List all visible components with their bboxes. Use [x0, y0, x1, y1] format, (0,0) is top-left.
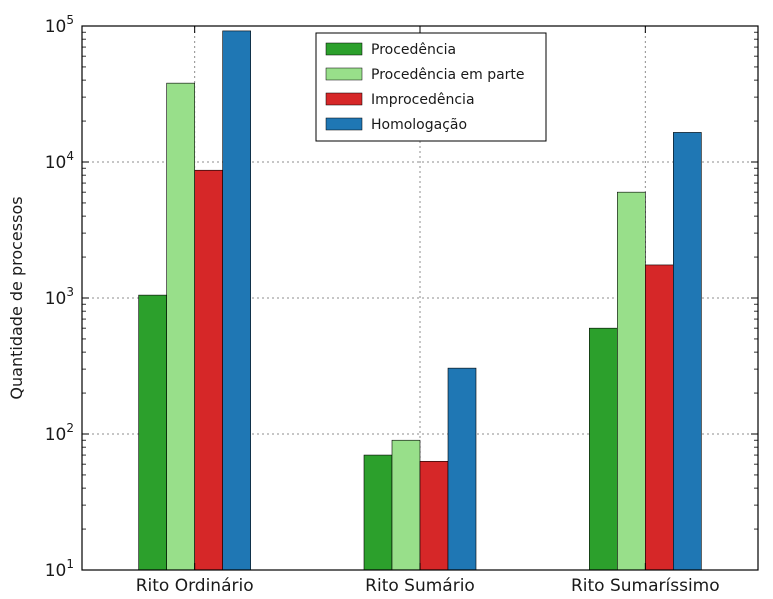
legend-swatch	[325, 42, 363, 56]
bar	[166, 82, 195, 571]
legend-swatch	[325, 92, 363, 106]
y-axis-label: Quantidade de processos	[7, 196, 26, 399]
bar	[194, 169, 223, 571]
x-tick-label: Rito Sumaríssimo	[571, 576, 720, 595]
y-tick-label: 105	[45, 13, 74, 37]
bars-layer	[138, 30, 702, 571]
bar	[589, 327, 618, 571]
bar	[617, 191, 646, 571]
ticks-layer: 101 102 103 104 105 Rito Ordinário Rito Sumári…	[45, 13, 758, 596]
y-tick-label: 102	[45, 421, 74, 445]
legend-label: Improcedência	[371, 92, 475, 108]
bar	[363, 454, 393, 571]
legend-label: Homologação	[371, 117, 467, 133]
bar	[138, 294, 167, 571]
y-tick-label: 101	[45, 557, 74, 581]
legend-swatch	[325, 117, 363, 131]
y-tick-label: 104	[45, 149, 74, 173]
legend-label: Procedência em parte	[371, 67, 525, 83]
legend: Procedência Procedência em parte Improcedê…	[315, 32, 547, 142]
bar	[447, 367, 477, 571]
legend-swatch	[325, 67, 363, 81]
bar	[645, 264, 674, 571]
bar	[222, 30, 251, 571]
legend-label: Procedência	[371, 42, 456, 58]
y-tick-label: 103	[45, 285, 74, 309]
x-tick-label: Rito Sumário	[365, 576, 475, 595]
bar	[419, 460, 449, 571]
x-tick-label: Rito Ordinário	[136, 576, 254, 595]
bar	[673, 132, 702, 571]
bar	[391, 439, 421, 571]
